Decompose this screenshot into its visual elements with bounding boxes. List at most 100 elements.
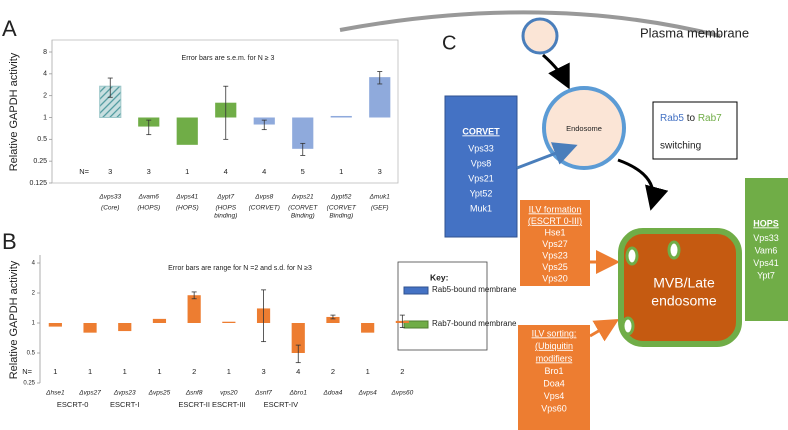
ilv_sorting-title: (Ubiquitin bbox=[535, 341, 573, 351]
y-tick-label: 1 bbox=[32, 321, 36, 327]
error-bar bbox=[261, 289, 267, 343]
ilv_sorting-item: Doa4 bbox=[543, 378, 565, 388]
n-value: 3 bbox=[108, 167, 112, 176]
x-tick-label: vps20 bbox=[220, 390, 238, 397]
ilv_formation-item: Vps23 bbox=[542, 250, 568, 260]
y-tick-label: 1 bbox=[43, 114, 47, 121]
category-note: (HOPS) bbox=[137, 205, 160, 212]
bar bbox=[361, 323, 375, 333]
bar bbox=[187, 295, 201, 323]
n-value: 2 bbox=[192, 367, 196, 376]
category-note: Binding) bbox=[329, 213, 353, 220]
x-tick-label: Δsnf8 bbox=[185, 390, 203, 397]
ilv_sorting-item: Vps60 bbox=[541, 403, 567, 413]
panel-label: A bbox=[2, 16, 17, 41]
panel-label: C bbox=[442, 32, 456, 54]
ilv-formation-box bbox=[520, 200, 590, 286]
n-label: N= bbox=[79, 167, 89, 176]
ilv-sorting-box bbox=[518, 325, 590, 430]
n-value: 4 bbox=[296, 367, 300, 376]
n-value: 1 bbox=[366, 367, 370, 376]
category-note: binding) bbox=[214, 213, 237, 220]
hops-item: Vps41 bbox=[753, 258, 779, 268]
bar bbox=[118, 323, 132, 332]
error-bar bbox=[146, 119, 152, 136]
x-tick-label: Δvps25 bbox=[148, 390, 171, 397]
x-tick-label: Δsnf7 bbox=[254, 390, 272, 397]
n-value: 1 bbox=[227, 367, 231, 376]
diagram: Plasma membrane C Endosome Rab5 to Rab7 … bbox=[339, 10, 788, 430]
n-value: 1 bbox=[157, 367, 161, 376]
hops-item: Vps33 bbox=[753, 233, 779, 243]
n-value: 1 bbox=[185, 167, 189, 176]
bar bbox=[369, 77, 391, 118]
n-value: 2 bbox=[400, 367, 404, 376]
group-label: ESCRT-0 bbox=[57, 400, 89, 409]
category-note: (CORVET bbox=[288, 205, 318, 212]
ilv_formation-item: Vps20 bbox=[542, 273, 568, 283]
category-note: (Core) bbox=[101, 205, 119, 212]
key-title: Key: bbox=[430, 272, 449, 282]
arrow bbox=[516, 142, 578, 170]
endosome-label: Endosome bbox=[566, 124, 602, 133]
corvet-item: Ypt52 bbox=[470, 188, 493, 198]
error-bar bbox=[300, 142, 306, 156]
x-tick-label: Δvps21 bbox=[291, 194, 314, 201]
panel-label: B bbox=[2, 229, 17, 254]
error-bar bbox=[261, 119, 267, 131]
category-note: (HOPS) bbox=[176, 205, 199, 212]
switch-box bbox=[652, 101, 738, 160]
group-label: ESCRT-IV bbox=[264, 400, 298, 409]
corvet-item: Vps21 bbox=[468, 173, 494, 183]
hops-box bbox=[745, 178, 788, 321]
chart-note: Error bars are s.e.m. for N ≥ 3 bbox=[182, 55, 275, 62]
corvet-item: Vps33 bbox=[468, 143, 494, 153]
x-tick-label: Δvam6 bbox=[138, 194, 160, 201]
switch-text: switching bbox=[660, 141, 701, 152]
n-value: 3 bbox=[147, 167, 151, 176]
corvet-item: Vps8 bbox=[471, 158, 492, 168]
error-bar bbox=[377, 71, 383, 85]
ilv_formation-item: Snf7 bbox=[546, 285, 565, 295]
error-bar bbox=[295, 344, 301, 364]
x-tick-label: Δmuk1 bbox=[369, 194, 391, 201]
n-value: 1 bbox=[53, 367, 57, 376]
y-tick-label: 0.125 bbox=[29, 180, 47, 187]
x-tick-label: Δypt7 bbox=[216, 194, 234, 201]
ilv_sorting-item: Vps4 bbox=[544, 391, 565, 401]
x-tick-label: Δvps4 bbox=[358, 390, 377, 397]
group-label: ESCRT-III bbox=[212, 400, 246, 409]
ilv bbox=[625, 246, 639, 266]
key-swatch bbox=[403, 320, 429, 329]
x-tick-label: Δvps23 bbox=[113, 390, 136, 397]
error-bar bbox=[399, 314, 405, 328]
arrow bbox=[542, 53, 570, 90]
n-value: 4 bbox=[224, 167, 228, 176]
bar bbox=[330, 115, 352, 118]
n-label: N= bbox=[22, 367, 32, 376]
y-tick-label: 4 bbox=[32, 261, 36, 267]
y-tick-label: 0.25 bbox=[33, 158, 47, 165]
n-value: 5 bbox=[301, 167, 305, 176]
mvb bbox=[618, 228, 742, 347]
x-tick-label: Δvps8 bbox=[254, 194, 273, 201]
y-tick-label: 2 bbox=[43, 93, 47, 100]
x-tick-label: Δdoa4 bbox=[323, 390, 343, 397]
ilv_sorting-title: modifiers bbox=[536, 353, 573, 363]
bar bbox=[152, 318, 167, 323]
key-rab7: Rab7-bound membrane bbox=[432, 319, 517, 328]
y-axis-label: Relative GAPDH activity bbox=[8, 260, 20, 379]
x-tick-label: Δhse1 bbox=[45, 390, 65, 397]
switch-text: Rab5 to Rab7 bbox=[660, 113, 722, 124]
hops-title: HOPS bbox=[753, 218, 779, 228]
x-tick-label: Δvps33 bbox=[98, 194, 121, 201]
group-label: ESCRT-II bbox=[178, 400, 210, 409]
category-note: (CORVET bbox=[327, 205, 357, 212]
y-tick-label: 0.25 bbox=[23, 381, 35, 387]
category-note: Binding) bbox=[291, 213, 315, 220]
bar bbox=[291, 323, 305, 353]
x-tick-label: Δbro1 bbox=[289, 390, 308, 397]
ilv bbox=[667, 240, 681, 260]
x-tick-label: Δypt52 bbox=[330, 194, 352, 201]
category-note: (GEF) bbox=[371, 205, 389, 212]
